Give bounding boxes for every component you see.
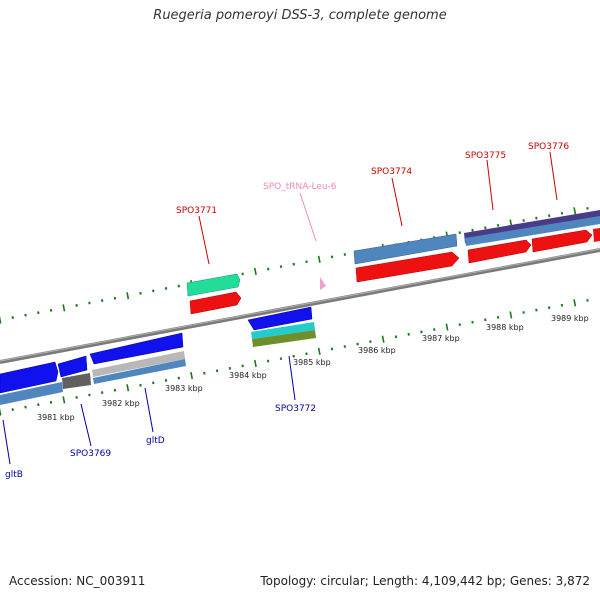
- outer-tick-ring: [0, 206, 589, 324]
- feature-trna-leu-6[interactable]: [320, 277, 326, 290]
- label-spo3775: SPO3775: [465, 151, 506, 161]
- feature-band-blue[interactable]: [465, 216, 600, 246]
- major-tick: [62, 396, 66, 404]
- scale-labels: 3981 kbp 3982 kbp 3983 kbp 3984 kbp 3985…: [37, 314, 589, 422]
- major-tick: [509, 311, 513, 319]
- accession-text: Accession: NC_003911: [9, 574, 146, 588]
- feature-band-steel-mid[interactable]: [93, 359, 186, 384]
- major-tick: [126, 292, 130, 300]
- label-spo3771: SPO3771: [176, 206, 217, 216]
- tick-label-3981: 3981 kbp: [37, 413, 75, 422]
- feature-spo3771[interactable]: [189, 291, 242, 315]
- label-spo3774: SPO3774: [371, 167, 412, 177]
- major-tick: [445, 323, 449, 331]
- major-tick: [317, 255, 321, 263]
- tick-label-3984: 3984 kbp: [229, 371, 267, 380]
- major-tick: [253, 267, 257, 276]
- tick-label-3987: 3987 kbp: [422, 334, 460, 343]
- major-tick: [317, 347, 321, 355]
- genome-backbone: [0, 248, 600, 364]
- label-gltd: gltD: [146, 436, 165, 446]
- label-gltb: gltB: [5, 470, 23, 480]
- major-tick: [381, 335, 385, 343]
- label-spo3769: SPO3769: [70, 449, 111, 459]
- feature-spo3775[interactable]: [467, 239, 532, 264]
- reverse-features: [0, 306, 316, 405]
- major-tick: [62, 304, 66, 312]
- feature-gltd[interactable]: [89, 332, 184, 365]
- tick-label-3989: 3989 kbp: [551, 314, 589, 323]
- label-spo3776: SPO3776: [528, 142, 569, 152]
- genome-summary: Topology: circular; Length: 4,109,442 bp…: [260, 574, 590, 588]
- forward-features: [186, 210, 600, 315]
- feature-band-dark-left[interactable]: [62, 373, 91, 389]
- feature-spo3774-band[interactable]: [353, 233, 458, 265]
- feature-spo3771-teal[interactable]: [186, 273, 241, 297]
- feature-cyan-band[interactable]: [251, 322, 315, 339]
- label-spo-trna-leu-6: SPO_tRNA-Leu-6: [263, 182, 337, 192]
- major-tick: [126, 384, 130, 392]
- feature-grey-band[interactable]: [92, 351, 185, 377]
- feature-band-steel-left[interactable]: [0, 382, 63, 405]
- label-spo3772: SPO3772: [275, 404, 316, 414]
- major-tick: [573, 207, 577, 215]
- feature-spo3776[interactable]: [531, 229, 593, 253]
- major-tick: [190, 372, 194, 380]
- inner-tick-ring: [0, 298, 589, 416]
- tick-label-3986: 3986 kbp: [358, 346, 396, 355]
- feature-spo3772[interactable]: [247, 306, 313, 331]
- feature-olive-band[interactable]: [252, 330, 316, 347]
- major-tick: [0, 316, 2, 324]
- tick-label-3985: 3985 kbp: [293, 358, 331, 367]
- major-tick: [0, 408, 2, 416]
- feature-spo3769[interactable]: [57, 355, 88, 378]
- gene-labels: SPO3771 SPO_tRNA-Leu-6 SPO3774 SPO3775 S…: [2, 142, 569, 480]
- feature-next-red[interactable]: [593, 228, 600, 242]
- tick-label-3988: 3988 kbp: [486, 323, 524, 332]
- major-tick: [253, 359, 257, 368]
- feature-spo3774[interactable]: [355, 251, 460, 283]
- map-title: Ruegeria pomeroyi DSS-3, complete genome: [153, 8, 447, 23]
- feature-gltb[interactable]: [0, 361, 59, 394]
- major-tick: [573, 299, 577, 307]
- tick-label-3983: 3983 kbp: [165, 384, 203, 393]
- tick-label-3982: 3982 kbp: [102, 399, 140, 408]
